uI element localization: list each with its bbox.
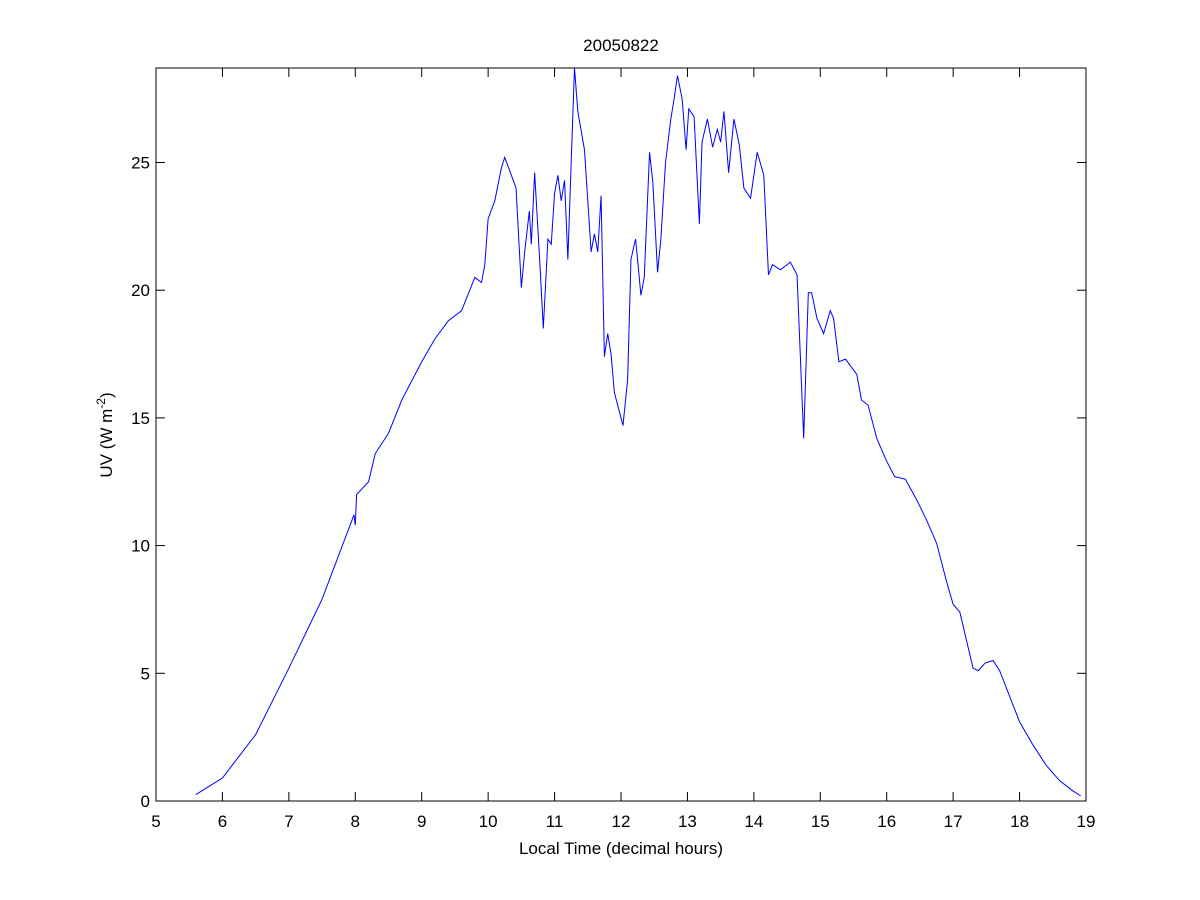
x-tick-label: 11 (546, 812, 564, 831)
x-tick-label: 10 (479, 812, 498, 831)
x-tick-label: 9 (417, 812, 426, 831)
data-line (195, 67, 1081, 797)
plot-frame (155, 67, 1087, 802)
y-label-text: UV (W m (97, 409, 116, 478)
y-tick-label: 5 (141, 664, 150, 683)
x-tick-label: 15 (811, 812, 830, 831)
y-tick-label: 15 (131, 409, 150, 428)
x-tick-label: 16 (877, 812, 896, 831)
chart-title: 20050822 (583, 36, 659, 55)
x-tick-label: 5 (151, 812, 160, 831)
y-label-superscript: -2 (94, 398, 108, 409)
y-axis-label: UV (W m-2) (94, 392, 116, 477)
y-tick-label: 25 (131, 153, 150, 172)
x-tick-label: 13 (678, 812, 697, 831)
x-tick-label: 19 (1077, 812, 1096, 831)
y-label-close: ) (97, 392, 116, 398)
x-tick-label: 14 (744, 812, 763, 831)
x-tick-label: 18 (1010, 812, 1029, 831)
x-tick-label: 7 (284, 812, 293, 831)
y-tick-label: 0 (141, 792, 150, 811)
x-tick-label: 17 (944, 812, 963, 831)
x-tick-label: 8 (351, 812, 360, 831)
x-axis-label: Local Time (decimal hours) (519, 839, 723, 858)
y-tick-label: 20 (131, 281, 150, 300)
y-tick-label: 10 (131, 537, 150, 556)
x-tick-label: 12 (612, 812, 631, 831)
x-tick-label: 6 (218, 812, 227, 831)
